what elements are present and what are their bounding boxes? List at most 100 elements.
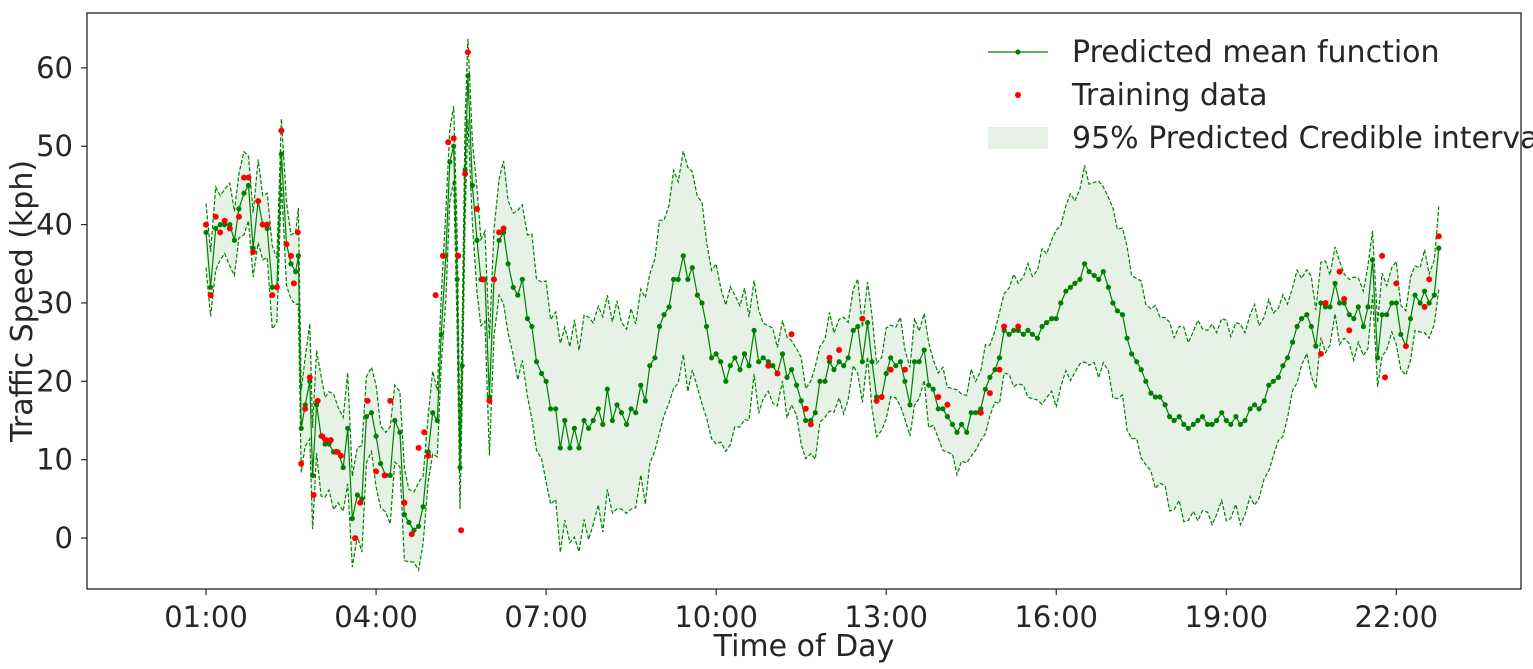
y-tick-label: 50 bbox=[36, 129, 73, 163]
mean-point bbox=[231, 237, 237, 243]
training-point bbox=[294, 229, 301, 236]
mean-point bbox=[1039, 323, 1045, 330]
mean-point bbox=[524, 316, 531, 322]
training-point bbox=[373, 468, 380, 475]
mean-point bbox=[420, 504, 426, 510]
mean-point bbox=[1119, 312, 1126, 318]
mean-point bbox=[964, 429, 970, 435]
training-point bbox=[333, 448, 340, 455]
training-point bbox=[788, 331, 795, 338]
mean-point bbox=[1284, 355, 1291, 361]
mean-point bbox=[968, 410, 974, 416]
mean-point bbox=[618, 410, 625, 416]
mean-point bbox=[604, 386, 610, 392]
mean-point bbox=[1233, 414, 1239, 420]
mean-point bbox=[624, 421, 630, 427]
mean-point bbox=[1313, 343, 1319, 349]
training-point bbox=[226, 225, 233, 232]
mean-point bbox=[1280, 363, 1286, 369]
band-lower-bound bbox=[205, 119, 1440, 572]
training-point bbox=[352, 535, 359, 542]
training-point bbox=[859, 315, 866, 322]
training-point bbox=[259, 221, 266, 228]
x-tick-label: 07:00 bbox=[504, 600, 588, 634]
mean-point bbox=[703, 323, 710, 330]
mean-point bbox=[401, 511, 407, 518]
mean-point bbox=[699, 300, 705, 306]
mean-point bbox=[1205, 421, 1211, 427]
mean-point bbox=[368, 410, 375, 416]
mean-point bbox=[1176, 414, 1182, 420]
training-point bbox=[319, 433, 326, 440]
mean-point bbox=[798, 398, 804, 404]
training-point bbox=[269, 292, 276, 299]
x-tick-label: 01:00 bbox=[164, 600, 248, 634]
mean-point bbox=[1152, 394, 1158, 400]
y-tick-label: 0 bbox=[55, 521, 73, 555]
mean-point bbox=[1167, 414, 1173, 420]
training-point bbox=[765, 362, 772, 369]
training-point bbox=[826, 354, 833, 361]
mean-point bbox=[354, 492, 360, 498]
x-tick-label: 10:00 bbox=[674, 600, 758, 634]
mean-point bbox=[831, 367, 837, 373]
mean-point bbox=[1389, 300, 1395, 306]
training-point bbox=[1317, 350, 1324, 357]
mean-point bbox=[845, 355, 851, 361]
mean-point bbox=[944, 414, 951, 420]
mean-point bbox=[689, 265, 695, 271]
mean-point bbox=[1422, 288, 1428, 294]
mean-point bbox=[1384, 312, 1390, 318]
mean-point bbox=[295, 253, 301, 259]
mean-point bbox=[1360, 323, 1366, 330]
training-point bbox=[255, 198, 262, 205]
mean-point bbox=[671, 276, 677, 282]
mean-point bbox=[1219, 410, 1225, 416]
training-point bbox=[264, 221, 271, 228]
mean-point bbox=[1375, 355, 1381, 361]
mean-point bbox=[954, 429, 960, 435]
mean-point bbox=[298, 425, 304, 431]
mean-point bbox=[1351, 316, 1357, 322]
mean-point bbox=[1157, 394, 1163, 400]
mean-point bbox=[921, 347, 927, 353]
mean-point bbox=[469, 182, 475, 188]
mean-point bbox=[1143, 378, 1149, 384]
training-point bbox=[807, 421, 814, 428]
training-point bbox=[1382, 374, 1388, 381]
mean-point bbox=[1025, 327, 1031, 333]
mean-point bbox=[1294, 323, 1300, 330]
training-point bbox=[1015, 323, 1022, 330]
training-point bbox=[283, 241, 290, 248]
mean-point bbox=[543, 378, 549, 384]
mean-point bbox=[1308, 323, 1314, 330]
mean-point bbox=[1327, 304, 1333, 310]
mean-point bbox=[1190, 421, 1196, 427]
mean-point bbox=[926, 382, 932, 388]
legend-label: Training data bbox=[1071, 78, 1267, 113]
mean-point bbox=[1011, 327, 1017, 333]
mean-point bbox=[855, 323, 861, 330]
mean-point bbox=[397, 429, 403, 435]
mean-point bbox=[373, 433, 379, 439]
mean-point bbox=[595, 406, 601, 412]
mean-point bbox=[1105, 284, 1111, 290]
mean-point bbox=[779, 351, 786, 357]
mean-point bbox=[203, 229, 209, 235]
training-point bbox=[298, 460, 305, 467]
mean-point bbox=[510, 284, 516, 290]
mean-point bbox=[1086, 269, 1092, 275]
mean-point bbox=[652, 355, 658, 361]
mean-point bbox=[1237, 421, 1243, 427]
mean-point bbox=[1124, 335, 1130, 341]
mean-point bbox=[1029, 331, 1035, 337]
training-point bbox=[357, 499, 364, 506]
mean-point bbox=[236, 206, 242, 212]
mean-point bbox=[208, 284, 214, 290]
mean-point bbox=[1223, 417, 1229, 424]
mean-point bbox=[562, 417, 568, 424]
mean-point bbox=[1318, 300, 1324, 306]
mean-point bbox=[378, 461, 384, 467]
mean-point bbox=[454, 276, 460, 282]
mean-point bbox=[241, 190, 247, 196]
